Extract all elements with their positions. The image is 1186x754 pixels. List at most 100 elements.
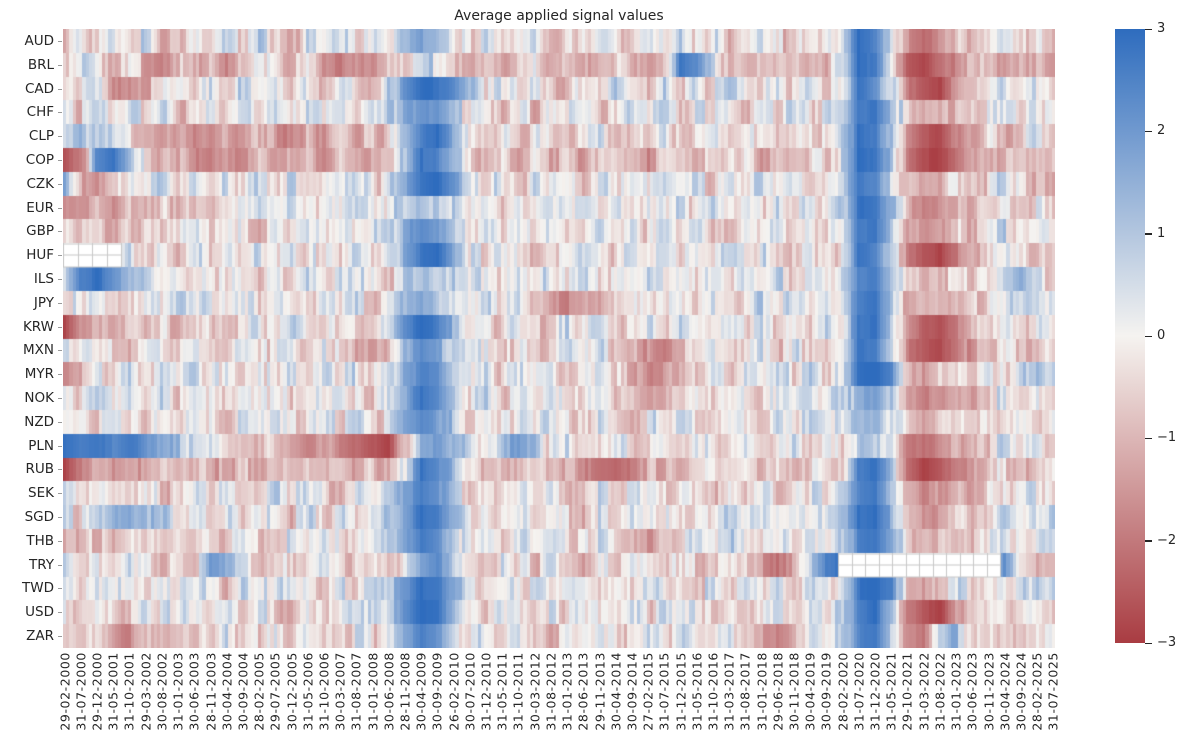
x-tick-label: 30-04-2019: [802, 652, 818, 731]
heatmap-canvas: [63, 29, 1055, 648]
y-tick-label: CLP: [28, 128, 54, 145]
y-tick-mark: [58, 493, 62, 494]
x-tick-label: 30-09-2004: [235, 652, 251, 731]
y-tick-mark: [58, 279, 62, 280]
x-tick-label: 30-12-2005: [284, 652, 300, 731]
y-tick-mark: [58, 588, 62, 589]
x-tick-label: 30-04-2024: [997, 652, 1013, 731]
chart-title: Average applied signal values: [454, 8, 664, 24]
y-tick-label: ZAR: [26, 628, 54, 645]
y-tick-label: CHF: [26, 104, 54, 121]
x-tick-label: 28-02-2005: [251, 652, 267, 731]
y-tick-label: BRL: [27, 56, 54, 73]
x-tick-label: 31-08-2012: [543, 652, 559, 731]
y-tick-label: THB: [26, 532, 54, 549]
y-tick-mark: [58, 41, 62, 42]
x-tick-label: 30-08-2002: [154, 652, 170, 731]
x-tick-label: 29-06-2018: [770, 652, 786, 731]
x-tick-label: 31-10-2001: [121, 652, 137, 731]
x-tick-label: 28-02-2025: [1029, 652, 1045, 731]
y-tick-mark: [58, 208, 62, 209]
x-tick-label: 31-12-2015: [673, 652, 689, 731]
x-tick-label: 29-02-2000: [57, 652, 73, 731]
x-tick-label: 31-05-2011: [494, 652, 510, 731]
x-tick-label: 29-12-2000: [89, 652, 105, 731]
x-tick-label: 30-09-2014: [624, 652, 640, 731]
colorbar-tick-label: 3: [1157, 21, 1166, 36]
x-tick-label: 31-07-2000: [73, 652, 89, 731]
y-tick-mark: [58, 636, 62, 637]
colorbar-tick-label: 1: [1157, 225, 1166, 241]
x-tick-label: 29-03-2002: [138, 652, 154, 731]
y-tick-mark: [58, 112, 62, 113]
y-tick-label: SGD: [24, 509, 54, 526]
x-tick-label: 27-02-2015: [640, 652, 656, 731]
x-tick-label: 28-11-2003: [203, 652, 218, 731]
y-tick-label: NZD: [24, 413, 54, 430]
y-tick-mark: [58, 422, 62, 423]
y-tick-mark: [58, 327, 62, 328]
x-tick-label: 31-05-2016: [689, 652, 705, 731]
x-tick-label: 31-12-2020: [867, 652, 883, 731]
x-tick-label: 29-07-2005: [267, 652, 283, 731]
x-tick-label: 31-01-2018: [754, 652, 770, 731]
x-tick-label: 30-09-2024: [1013, 652, 1029, 731]
x-tick-label: 30-03-2007: [332, 652, 348, 731]
colorbar-tick-mark: [1145, 540, 1152, 542]
x-tick-label: 31-12-2010: [478, 652, 494, 731]
y-tick-label: JPY: [33, 294, 54, 311]
colorbar-tick-label: −1: [1157, 430, 1177, 446]
y-tick-label: GBP: [26, 223, 54, 240]
x-tick-label: 31-08-2017: [737, 652, 753, 731]
colorbar-tick-mark: [1145, 335, 1152, 337]
y-tick-mark: [58, 517, 62, 518]
x-tick-label: 30-09-2009: [429, 652, 445, 731]
x-tick-label: 30-07-2010: [462, 652, 478, 731]
x-tick-label: 31-01-2008: [365, 652, 381, 731]
x-tick-label: 30-06-2023: [964, 652, 980, 731]
y-tick-mark: [58, 65, 62, 66]
y-tick-label: NOK: [24, 390, 54, 407]
y-tick-mark: [58, 374, 62, 375]
x-tick-label: 26-02-2010: [446, 652, 462, 731]
x-tick-label: 31-01-2023: [948, 652, 964, 731]
colorbar-tick-mark: [1145, 437, 1152, 440]
y-tick-label: CZK: [26, 175, 54, 192]
x-tick-label: 31-07-2015: [656, 652, 672, 731]
x-tick-label: 30-09-2019: [818, 652, 834, 731]
x-tick-label: 31-03-2022: [916, 652, 932, 731]
y-tick-mark: [58, 303, 62, 304]
y-tick-mark: [58, 89, 62, 90]
y-tick-label: ILS: [33, 270, 54, 287]
x-tick-label: 30-06-2008: [381, 652, 397, 731]
x-tick-label: 30-03-2012: [527, 652, 543, 731]
colorbar-tick-mark: [1145, 233, 1152, 235]
y-tick-mark: [58, 255, 62, 256]
y-tick-mark: [58, 136, 62, 137]
y-tick-mark: [58, 184, 62, 185]
x-tick-label: 31-08-2022: [932, 652, 948, 731]
colorbar-tick-label: −3: [1157, 635, 1177, 650]
x-tick-label: 28-06-2013: [575, 652, 591, 731]
x-tick-label: 30-04-2009: [413, 652, 429, 731]
y-tick-label: HUF: [26, 247, 54, 264]
y-tick-label: TRY: [28, 556, 54, 573]
y-tick-label: TWD: [22, 580, 54, 597]
x-tick-label: 31-05-2001: [105, 652, 121, 731]
y-tick-mark: [58, 541, 62, 542]
y-tick-label: USD: [25, 604, 54, 621]
x-tick-label: 31-05-2006: [300, 652, 316, 731]
y-tick-label: CAD: [24, 80, 54, 97]
x-tick-label: 28-11-2008: [397, 652, 413, 731]
colorbar-gradient: [1115, 29, 1145, 643]
x-tick-label: 31-01-2003: [170, 652, 186, 731]
x-tick-label: 31-08-2007: [348, 652, 364, 731]
x-tick-label: 30-04-2014: [608, 652, 624, 731]
x-tick-label: 31-10-2016: [705, 652, 721, 731]
x-tick-label: 29-10-2021: [899, 652, 915, 731]
y-tick-label: EUR: [26, 199, 54, 216]
x-tick-label: 31-07-2025: [1045, 652, 1061, 731]
colorbar-tick-mark: [1145, 28, 1152, 30]
x-tick-label: 31-03-2017: [721, 652, 737, 731]
y-tick-mark: [58, 231, 62, 232]
